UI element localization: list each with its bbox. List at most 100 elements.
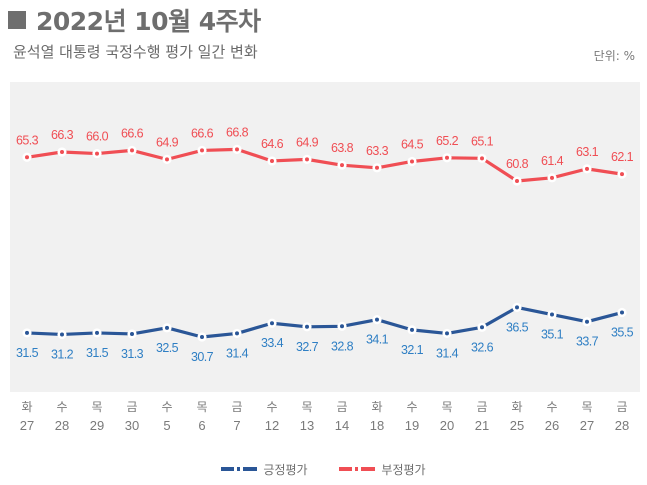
x-tick-day: 화	[511, 400, 522, 414]
data-point-dot-negative	[270, 158, 274, 163]
x-tick-day: 금	[231, 400, 242, 414]
series-line-negative	[26, 147, 623, 183]
x-tick-day: 목	[196, 400, 207, 414]
unit-label: 단위: %	[593, 49, 635, 63]
data-label-positive: 36.5	[506, 320, 529, 334]
x-tick-day: 금	[616, 400, 627, 414]
legend-swatch-positive	[221, 467, 258, 471]
x-tick-day: 목	[91, 400, 102, 414]
data-label-negative: 63.8	[331, 141, 354, 155]
x-tick-day: 금	[476, 400, 487, 414]
data-label-negative: 63.1	[576, 145, 599, 159]
data-label-negative: 66.3	[51, 128, 74, 142]
plot-area	[10, 82, 640, 392]
x-tick-date: 27	[20, 418, 34, 433]
data-label-positive: 31.5	[16, 346, 39, 360]
data-label-negative: 64.6	[261, 137, 284, 151]
data-point-dot-positive	[515, 305, 519, 310]
data-point-dot-positive	[585, 319, 589, 324]
title-text: 2022년 10월 4주차	[36, 7, 261, 36]
data-point-dot-positive	[200, 335, 204, 339]
data-label-negative: 63.3	[366, 144, 389, 158]
data-label-negative: 65.1	[471, 134, 494, 148]
x-tick-date: 30	[125, 418, 139, 433]
data-point-dot-negative	[410, 159, 414, 164]
series-line-positive	[26, 305, 623, 339]
x-tick-day: 수	[56, 400, 67, 414]
data-label-positive: 32.6	[471, 340, 494, 354]
data-point-dot-positive	[550, 312, 554, 317]
data-label-positive: 34.1	[366, 333, 389, 347]
page-title: 2022년 10월 4주차	[8, 2, 261, 38]
data-point-dot-positive	[95, 330, 99, 335]
data-label-positive: 35.5	[611, 326, 634, 340]
data-label-positive: 31.4	[436, 346, 459, 360]
data-label-negative: 65.2	[436, 134, 459, 148]
data-point-dot-positive	[410, 327, 414, 332]
data-point-dot-positive	[480, 325, 484, 330]
data-point-dot-positive	[130, 331, 134, 336]
data-point-dot-positive	[305, 324, 309, 329]
data-point-dot-positive	[235, 331, 239, 336]
x-tick-day: 목	[581, 400, 592, 414]
x-tick-day: 화	[371, 400, 382, 414]
data-point-dot-positive	[25, 330, 29, 335]
data-label-positive: 30.7	[191, 350, 214, 364]
data-label-negative: 64.5	[401, 137, 424, 151]
data-point-dot-positive	[270, 321, 274, 326]
data-label-negative: 64.9	[156, 135, 179, 149]
chart-subtitle: 윤석열 대통령 국정수행 평가 일간 변화	[13, 43, 258, 61]
data-label-positive: 33.4	[261, 336, 284, 350]
data-label-positive: 35.1	[541, 328, 564, 342]
x-tick-day: 화	[21, 400, 32, 414]
x-tick-day: 목	[441, 400, 452, 414]
x-tick-date: 7	[233, 418, 240, 433]
data-point-dot-negative	[620, 172, 624, 177]
data-point-dot-negative	[340, 163, 344, 168]
data-point-dot-negative	[95, 151, 99, 156]
data-label-positive: 32.5	[156, 341, 179, 355]
data-point-dot-positive	[165, 325, 169, 330]
x-tick-date: 20	[440, 418, 454, 433]
title-square-icon	[8, 11, 26, 29]
data-point-dot-negative	[235, 147, 239, 152]
x-tick-day: 수	[266, 400, 277, 414]
x-tick-date: 18	[370, 418, 384, 433]
x-tick-day: 수	[546, 400, 557, 414]
data-point-dot-negative	[375, 165, 379, 170]
x-tick-date: 21	[475, 418, 489, 433]
data-point-dot-negative	[445, 155, 449, 160]
data-label-positive: 31.5	[86, 346, 109, 360]
legend-swatch-negative	[339, 467, 376, 471]
data-label-negative: 61.4	[541, 154, 564, 168]
data-point-dot-negative	[25, 155, 29, 160]
x-tick-date: 13	[300, 418, 314, 433]
legend-item-negative: 부정평가	[339, 461, 426, 478]
data-label-positive: 32.1	[401, 343, 424, 357]
data-label-negative: 65.3	[16, 133, 39, 147]
data-label-negative: 66.0	[86, 130, 109, 144]
data-point-dot-negative	[585, 166, 589, 171]
data-label-negative: 64.9	[296, 135, 319, 149]
x-tick-day: 수	[406, 400, 417, 414]
data-label-positive: 31.3	[121, 347, 144, 361]
x-tick-day: 금	[126, 400, 137, 414]
legend-item-positive: 긍정평가	[221, 461, 308, 478]
data-label-negative: 60.8	[506, 157, 529, 171]
data-label-positive: 32.8	[331, 339, 354, 353]
x-tick-date: 27	[580, 418, 594, 433]
data-point-dot-negative	[480, 156, 484, 161]
x-tick-date: 5	[163, 418, 170, 433]
x-tick-date: 25	[510, 418, 524, 433]
data-point-dot-negative	[305, 157, 309, 162]
x-tick-date: 29	[90, 418, 104, 433]
legend-label-negative: 부정평가	[381, 462, 426, 477]
data-point-dot-negative	[165, 157, 169, 162]
data-point-dot-negative	[60, 150, 64, 154]
data-label-negative: 66.6	[191, 126, 214, 140]
data-label-negative: 66.6	[121, 126, 144, 140]
x-tick-date: 19	[405, 418, 419, 433]
x-tick-date: 26	[545, 418, 559, 433]
chart-legend: 긍정평가 부정평가	[0, 460, 647, 478]
